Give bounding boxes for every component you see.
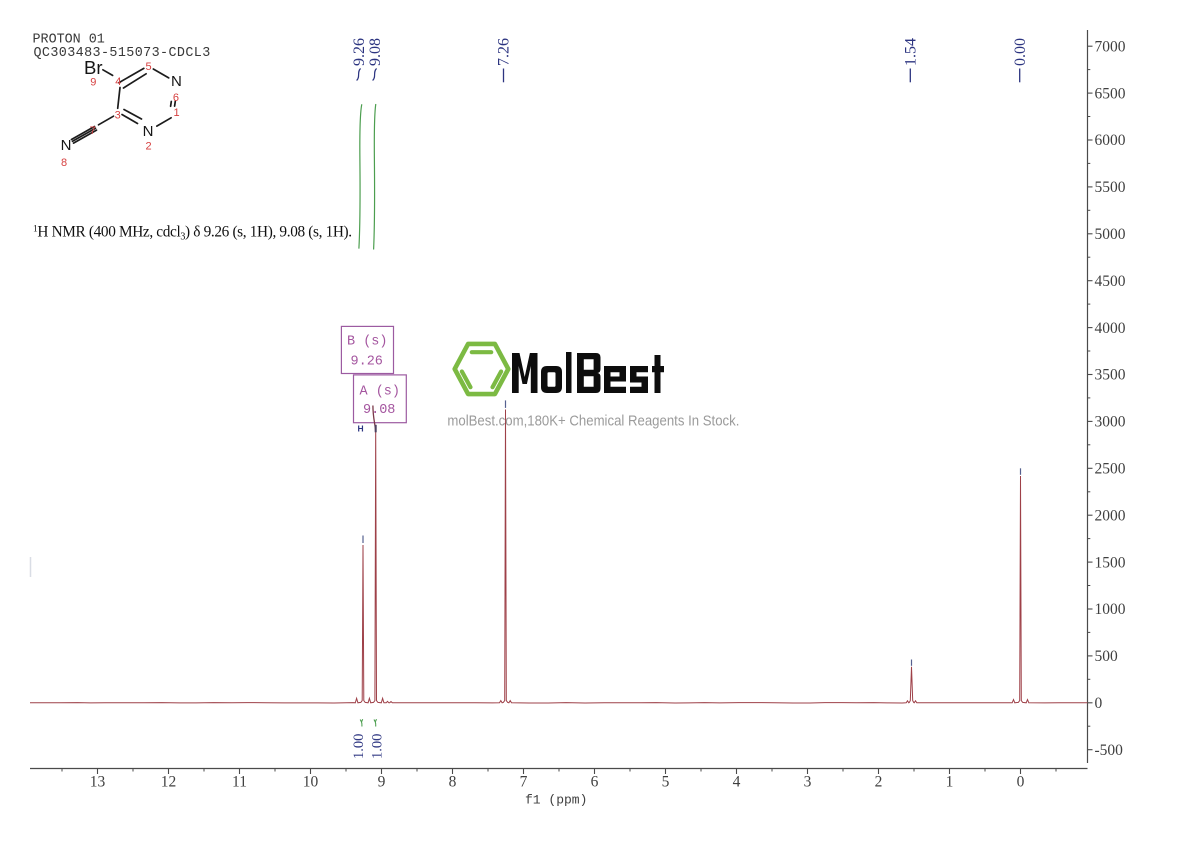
svg-text:Br: Br: [84, 57, 103, 78]
svg-text:1500: 1500: [1095, 554, 1126, 571]
svg-text:3500: 3500: [1095, 367, 1126, 384]
svg-text:5: 5: [146, 61, 152, 73]
svg-text:1000: 1000: [1095, 601, 1126, 618]
svg-text:3000: 3000: [1095, 414, 1126, 431]
svg-text:9.26: 9.26: [351, 355, 383, 370]
svg-text:2000: 2000: [1095, 507, 1126, 524]
svg-text:1: 1: [946, 774, 954, 791]
svg-text:8: 8: [61, 157, 67, 169]
svg-text:6000: 6000: [1095, 132, 1126, 149]
svg-text:9.26: 9.26: [351, 38, 368, 66]
svg-text:H: H: [358, 424, 364, 434]
svg-text:9: 9: [378, 774, 386, 791]
svg-text:1.54: 1.54: [903, 38, 920, 66]
svg-text:13: 13: [90, 774, 106, 791]
svg-text:500: 500: [1095, 648, 1119, 665]
svg-text:PROTON 01: PROTON 01: [33, 33, 105, 48]
svg-text:4: 4: [115, 76, 121, 88]
svg-text:6: 6: [173, 92, 179, 104]
svg-text:9: 9: [90, 77, 96, 89]
svg-text:6: 6: [591, 774, 599, 791]
svg-text:f1 (ppm): f1 (ppm): [525, 793, 587, 808]
svg-text:0: 0: [1017, 774, 1025, 791]
svg-text:3: 3: [804, 774, 812, 791]
svg-text:7000: 7000: [1095, 38, 1126, 55]
svg-text:N: N: [143, 123, 154, 140]
svg-text:2: 2: [875, 774, 883, 791]
svg-text:-500: -500: [1095, 742, 1124, 759]
svg-text:10: 10: [303, 774, 319, 791]
svg-text:B (s): B (s): [347, 335, 388, 350]
svg-text:3: 3: [115, 109, 121, 121]
svg-text:2: 2: [146, 140, 152, 152]
svg-text:molBest.com,180K+ Chemical Rea: molBest.com,180K+ Chemical Reagents In S…: [447, 414, 739, 430]
svg-text:N: N: [61, 137, 72, 154]
svg-text:1H NMR (400 MHz, cdcl3) δ 9.26: 1H NMR (400 MHz, cdcl3) δ 9.26 (s, 1H), …: [33, 224, 352, 243]
svg-text:5500: 5500: [1095, 179, 1126, 196]
svg-text:12: 12: [161, 774, 177, 791]
svg-text:5000: 5000: [1095, 226, 1126, 243]
svg-text:11: 11: [232, 774, 247, 791]
svg-text:1.00: 1.00: [370, 734, 386, 759]
svg-text:A (s): A (s): [360, 385, 401, 400]
svg-text:4000: 4000: [1095, 320, 1126, 337]
svg-text:7: 7: [90, 125, 96, 137]
svg-text:8: 8: [449, 774, 457, 791]
svg-text:9.08: 9.08: [363, 403, 395, 418]
svg-text:7: 7: [520, 774, 528, 791]
svg-text:4500: 4500: [1095, 273, 1126, 290]
svg-text:5: 5: [662, 774, 670, 791]
svg-text:4: 4: [733, 774, 741, 791]
svg-text:6500: 6500: [1095, 85, 1126, 102]
svg-text:2500: 2500: [1095, 461, 1126, 478]
svg-text:1: 1: [174, 107, 180, 119]
svg-text:9.08: 9.08: [367, 38, 384, 66]
svg-text:0: 0: [1095, 695, 1103, 712]
svg-text:QC303483-515073-CDCL3: QC303483-515073-CDCL3: [34, 46, 211, 61]
svg-text:N: N: [171, 73, 182, 90]
svg-text:1.00: 1.00: [351, 734, 367, 759]
svg-text:0.00: 0.00: [1012, 38, 1029, 66]
svg-text:7.26: 7.26: [496, 38, 513, 66]
